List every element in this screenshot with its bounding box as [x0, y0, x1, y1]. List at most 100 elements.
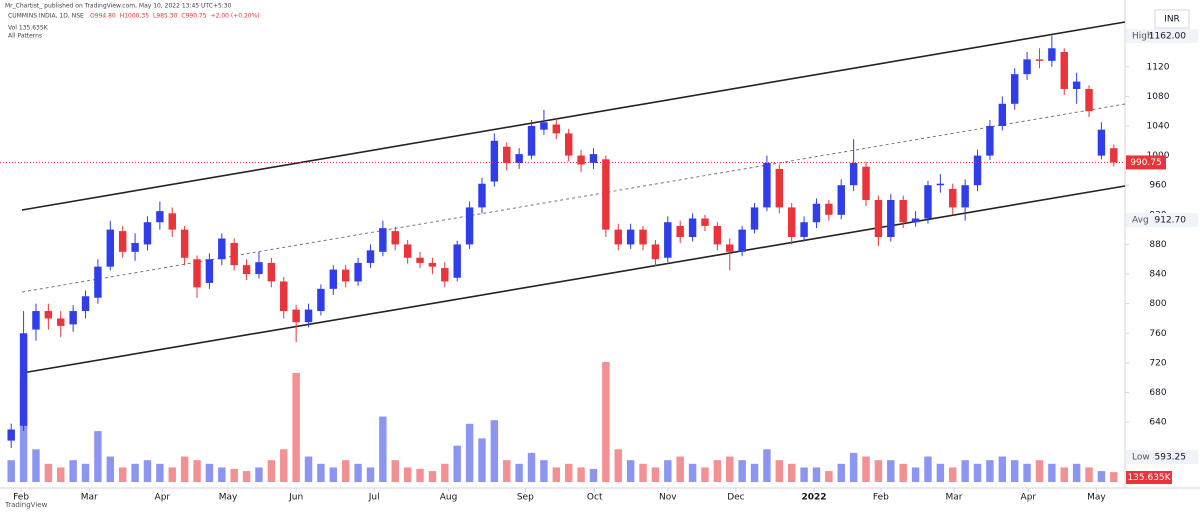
- volume-bar: [341, 460, 350, 482]
- candle-body: [478, 183, 486, 208]
- candle-body: [391, 231, 399, 245]
- volume-bar: [1023, 463, 1031, 482]
- candle-body: [862, 166, 870, 201]
- volume-bar: [329, 467, 338, 482]
- candle-body: [577, 155, 585, 165]
- candle-body: [416, 257, 424, 263]
- x-tick-label: Feb: [13, 493, 29, 503]
- y-tick-label: 1120: [1147, 62, 1170, 72]
- candle-body: [1085, 88, 1093, 112]
- volume-bar: [911, 467, 920, 482]
- volume-bar: [292, 372, 300, 482]
- volume-bar: [738, 460, 746, 482]
- candle-body: [924, 185, 932, 219]
- x-tick-label: Jul: [368, 493, 380, 503]
- volume-bar: [812, 467, 821, 482]
- candle-body: [961, 185, 969, 208]
- candle-body: [911, 218, 920, 223]
- x-tick-label: Apr: [1021, 493, 1037, 503]
- volume-bar: [887, 460, 895, 482]
- volume-bar: [304, 456, 313, 482]
- y-tick-label: 640: [1149, 418, 1166, 428]
- volume-bar: [317, 463, 325, 482]
- candle-body: [552, 124, 561, 134]
- candle-body: [775, 168, 784, 208]
- candle-body: [626, 229, 635, 245]
- volume-bar: [837, 463, 845, 482]
- stat-tag-low: [1126, 450, 1198, 464]
- volume-legend: Vol 135.635K: [8, 25, 49, 32]
- candle-body: [366, 250, 375, 263]
- candle-body: [1035, 59, 1044, 61]
- candle-body: [701, 218, 709, 226]
- candle-body: [304, 309, 313, 323]
- volume-bar: [589, 468, 598, 482]
- volume-bar: [1097, 471, 1106, 482]
- volume-bar: [453, 445, 461, 482]
- volume-bar: [230, 468, 238, 482]
- stat-name-high: High: [1132, 32, 1153, 42]
- volume-bar: [564, 463, 573, 482]
- ohlc-value: C990.75: [181, 13, 206, 20]
- x-tick-label: Oct: [587, 493, 603, 503]
- candle-body: [688, 218, 697, 238]
- volume-bar: [874, 460, 883, 482]
- y-tick-label: 960: [1149, 181, 1166, 191]
- volume-bar: [403, 467, 412, 482]
- volume-bar: [69, 460, 77, 482]
- volume-bar: [94, 431, 102, 482]
- candle-body: [899, 200, 907, 223]
- volume-bar: [775, 460, 784, 482]
- volume-bar: [1010, 460, 1019, 482]
- x-tick-label: Jun: [288, 493, 303, 503]
- volume-bar: [7, 460, 15, 482]
- candle-body: [292, 309, 300, 323]
- candle-body: [218, 238, 226, 260]
- volume-bar: [32, 449, 40, 482]
- y-tick-label: 880: [1149, 240, 1166, 250]
- x-tick-label: Nov: [659, 493, 677, 503]
- candle-body: [589, 154, 598, 164]
- ohlc-value: H1000.35: [120, 13, 150, 20]
- candle-body: [800, 222, 808, 238]
- candle-body: [936, 183, 945, 186]
- volume-bar: [168, 467, 176, 482]
- stat-value-high: 1162.00: [1149, 32, 1186, 42]
- candle-body: [540, 122, 548, 130]
- volume-bar: [540, 460, 548, 482]
- candle-body: [106, 229, 115, 267]
- currency-box: [1154, 9, 1190, 29]
- volume-bar: [936, 463, 945, 482]
- candle-body: [242, 265, 251, 275]
- candle-body: [44, 311, 53, 319]
- volume-bar: [465, 423, 474, 482]
- candle-body: [849, 163, 858, 186]
- volume-bar: [280, 449, 288, 482]
- candle-body: [1048, 48, 1056, 61]
- candle-body: [602, 159, 610, 230]
- candle-body: [1072, 81, 1081, 89]
- volume-bar: [763, 449, 771, 482]
- symbol: CUMMINS INDIA, 1D, NSE: [8, 13, 84, 20]
- candle-body: [750, 207, 759, 230]
- candle-body: [490, 140, 499, 182]
- volume-bar: [441, 463, 449, 482]
- volume-bar: [255, 467, 263, 482]
- candle-body: [949, 188, 957, 208]
- candle-body: [180, 229, 189, 258]
- stat-value-low: 593.25: [1155, 453, 1187, 463]
- candle-body: [341, 269, 350, 282]
- volume-bar: [626, 460, 635, 482]
- volume-bar: [577, 467, 585, 482]
- candle-body: [428, 262, 437, 267]
- last-price-label: 990.75: [1130, 158, 1162, 168]
- candle-body: [156, 211, 164, 223]
- volume-bar: [515, 463, 523, 482]
- volume-bar: [973, 463, 982, 482]
- volume-bar: [478, 438, 486, 482]
- candle-body: [1023, 59, 1031, 75]
- candle-body: [837, 185, 845, 215]
- candle-body: [503, 146, 511, 164]
